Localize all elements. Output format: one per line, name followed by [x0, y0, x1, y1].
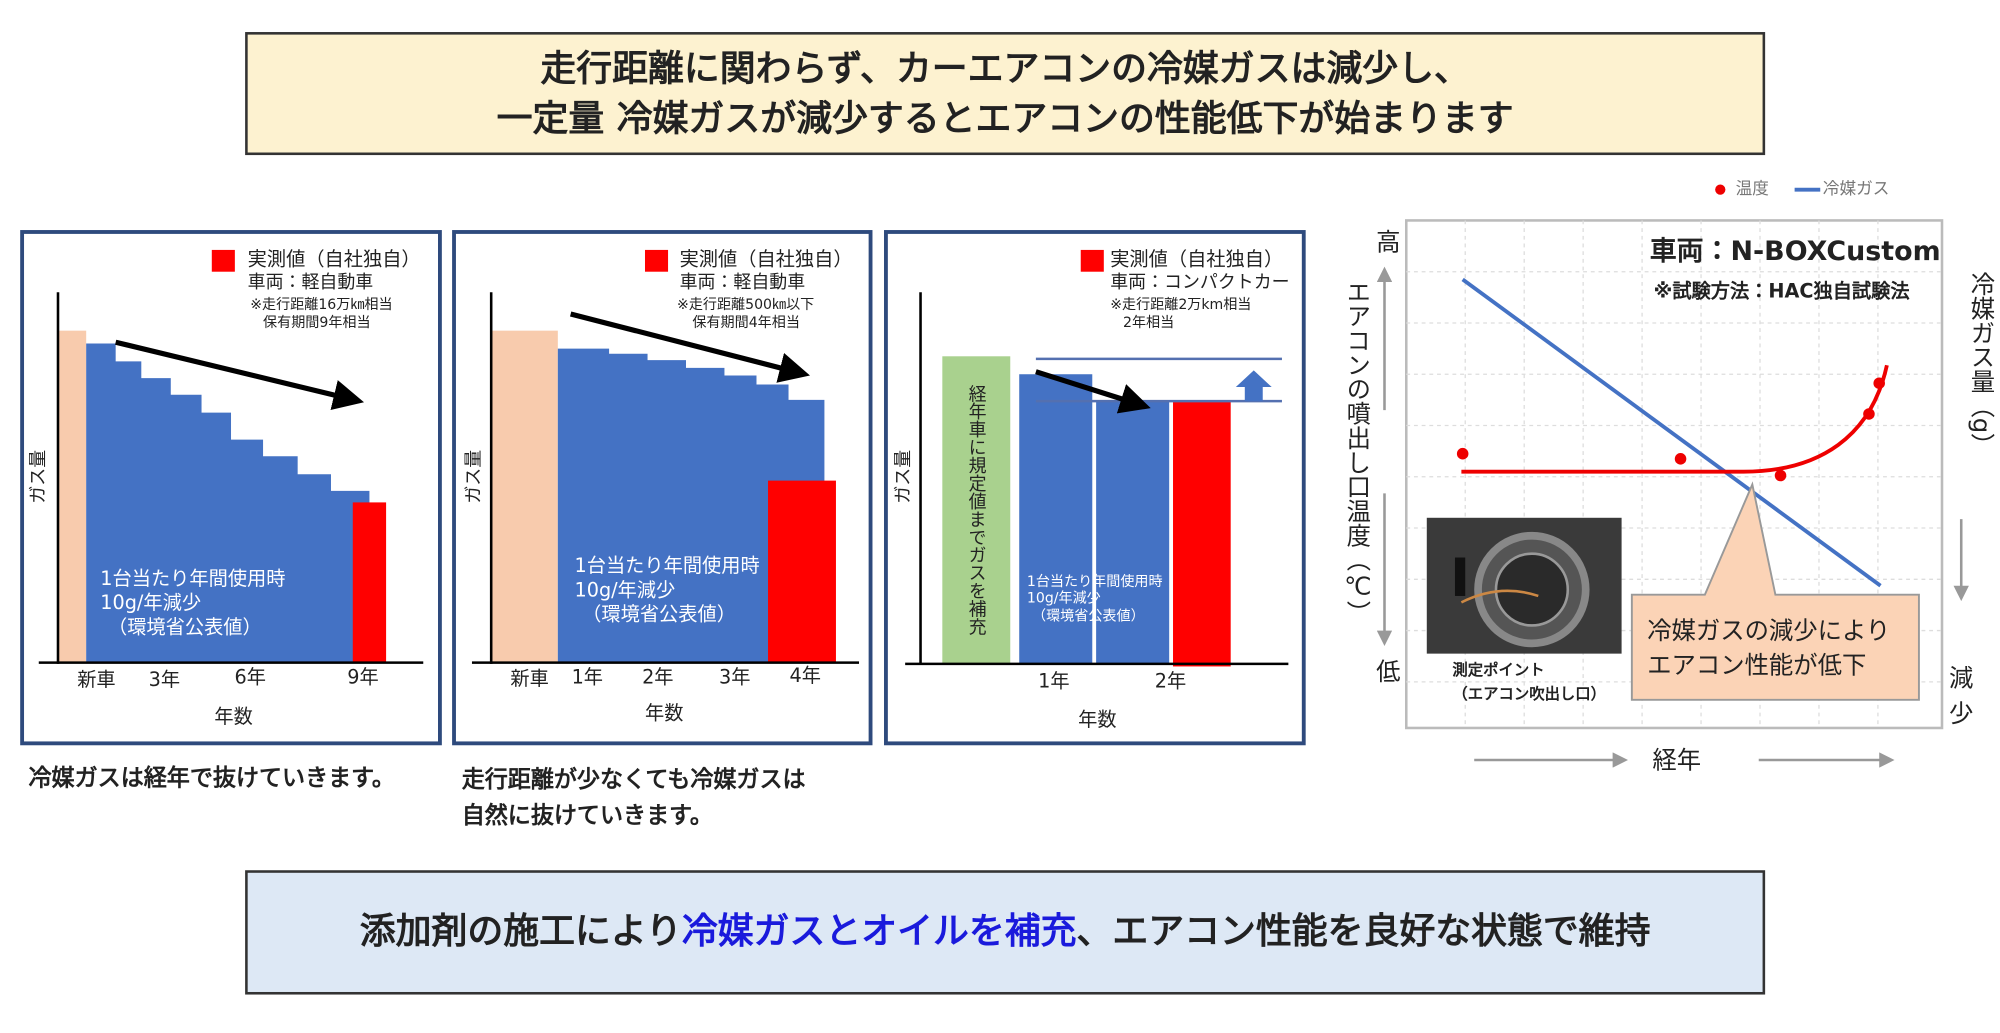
bar-year2	[1096, 401, 1170, 664]
test-chart: 温度 冷媒ガス 車両：N-BOXCustom ※試験方法：HAC独自試験法 測定…	[1343, 179, 1996, 774]
legend-label: 実測値（自社独自）	[680, 248, 853, 271]
x-tick-label: 2年	[642, 665, 673, 688]
legend-label: 実測値（自社独自）	[1110, 248, 1283, 271]
plot-frame	[1404, 219, 1944, 730]
header-box	[245, 32, 1766, 156]
callout-text: エアコン性能が低下	[1647, 650, 1866, 679]
caption: 冷媒ガスは経年で抜けていきます。	[29, 765, 395, 792]
x-tick-label: 新車	[510, 667, 548, 690]
annotation: （環境省公表値）	[582, 603, 736, 626]
note: 保有期間9年相当	[263, 315, 371, 331]
x-tick-label: 1年	[572, 665, 603, 688]
footer-box	[245, 870, 1766, 995]
photo	[1426, 517, 1622, 654]
bar-measured	[768, 480, 836, 663]
temperature-curve	[1461, 364, 1889, 474]
x-tick-label: 6年	[235, 665, 266, 688]
note: ※走行距離500㎞以下	[677, 297, 814, 313]
left-axis-label: エアコンの噴出し口温度（℃）	[1343, 279, 1372, 625]
y-axis-label: ガス量	[893, 450, 914, 504]
decrease-label: 減	[1949, 663, 1973, 692]
vehicle: 車両：軽自動車	[248, 272, 374, 293]
high-label: 高	[1376, 228, 1400, 257]
footer-highlight: 冷媒ガスとオイルを補充	[682, 911, 1077, 952]
x-axis-label: 年数	[214, 705, 252, 728]
annotation: （環境省公表値）	[1032, 608, 1145, 624]
header-line: 走行距離に関わらず、カーエアコンの冷媒ガスは減少し、	[540, 48, 1470, 89]
x-axis-label: 経年	[1652, 745, 1701, 774]
panel: 実測値（自社独自） 車両：軽自動車 ※走行距離500㎞以下 保有期間4年相当 1…	[452, 230, 873, 746]
decrease-label: 少	[1949, 699, 1973, 728]
vehicle: 車両：軽自動車	[680, 272, 806, 293]
y-axis-label: ガス量	[28, 450, 49, 504]
note: 保有期間4年相当	[692, 315, 800, 331]
note: ※走行距離2万km相当	[1110, 297, 1251, 313]
legend-swatch	[644, 249, 669, 272]
legend-label: 冷媒ガス	[1823, 179, 1890, 198]
decline-area	[86, 343, 370, 663]
refill-bar	[942, 356, 1011, 664]
callout	[1630, 481, 1920, 701]
vehicle: 車両：コンパクトカー	[1110, 272, 1289, 293]
low-label: 低	[1376, 657, 1400, 686]
footer-part: 、エアコン性能を良好な状態で維持	[1077, 911, 1651, 952]
annotation: （環境省公表値）	[108, 616, 262, 639]
annotation: 10g/年減少	[100, 591, 201, 614]
refill-arrow	[1235, 370, 1272, 402]
bar-new	[491, 330, 558, 663]
annotation: 1台当たり年間使用時	[100, 567, 285, 590]
annotation: 10g/年減少	[574, 578, 675, 601]
panel: 経年車に規定値までガスを補充 実測値（自社独自） 車両：コンパクトカー ※走行距…	[884, 230, 1306, 746]
x-tick-label: 1年	[1038, 669, 1069, 692]
annotation: 1台当たり年間使用時	[1027, 573, 1163, 590]
bar-new	[57, 330, 87, 663]
footer-part: 添加剤の施工により	[360, 911, 682, 952]
caption: 走行距離が少なくても冷媒ガスは	[462, 766, 806, 793]
callout-text: 冷媒ガスの減少により	[1647, 616, 1890, 645]
legend-dot	[1715, 184, 1726, 195]
bar-measured	[352, 502, 387, 663]
bar-measured	[1173, 401, 1231, 667]
bar-year1	[1019, 374, 1093, 664]
refill-label: 経年車に規定値までガスを補充	[966, 384, 987, 635]
note: 2年相当	[1123, 315, 1174, 331]
vehicle: 車両：N-BOXCustom	[1650, 236, 1941, 267]
annotation: 1台当たり年間使用時	[574, 554, 759, 577]
x-tick-label: 2年	[1155, 669, 1186, 692]
footer-text: 添加剤の施工により冷媒ガスとオイルを補充、エアコン性能を良好な状態で維持	[360, 911, 1651, 952]
legend-swatch	[211, 249, 235, 272]
x-tick-label: 9年	[347, 665, 378, 688]
legend-swatch	[1080, 249, 1104, 272]
panel: 実測値（自社独自） 車両：軽自動車 ※走行距離16万㎞相当 保有期間9年相当 1…	[20, 230, 442, 746]
trend-arrow	[570, 311, 810, 383]
gas-line	[1461, 277, 1882, 588]
x-tick-label: 4年	[789, 664, 820, 687]
legend-label: 温度	[1736, 179, 1769, 198]
annotation: 10g/年減少	[1027, 590, 1101, 607]
trend-arrow	[115, 339, 365, 410]
x-axis-label: 年数	[645, 701, 683, 724]
x-axis-label: 年数	[1078, 708, 1116, 731]
right-axis-label: 冷媒ガス量（g）	[1967, 272, 1996, 458]
legend-label: 実測値（自社独自）	[248, 248, 421, 271]
photo-caption: 測定ポイント	[1452, 660, 1544, 679]
y-axis-label: ガス量	[464, 450, 485, 504]
photo-caption: （エアコン吹出し口）	[1452, 684, 1606, 703]
x-tick-label: 3年	[719, 665, 750, 688]
header-line: 一定量 冷媒ガスが減少するとエアコンの性能低下が始まります	[497, 98, 1514, 139]
trend-arrow	[1035, 369, 1151, 414]
x-tick-label: 新車	[77, 668, 115, 691]
x-tick-label: 3年	[149, 668, 180, 691]
caption: 自然に抜けていきます。	[462, 802, 713, 829]
note: ※走行距離16万㎞相当	[250, 297, 392, 313]
temperature-points	[1456, 377, 1885, 482]
decline-area	[557, 348, 825, 663]
method: ※試験方法：HAC独自試験法	[1654, 280, 1911, 303]
